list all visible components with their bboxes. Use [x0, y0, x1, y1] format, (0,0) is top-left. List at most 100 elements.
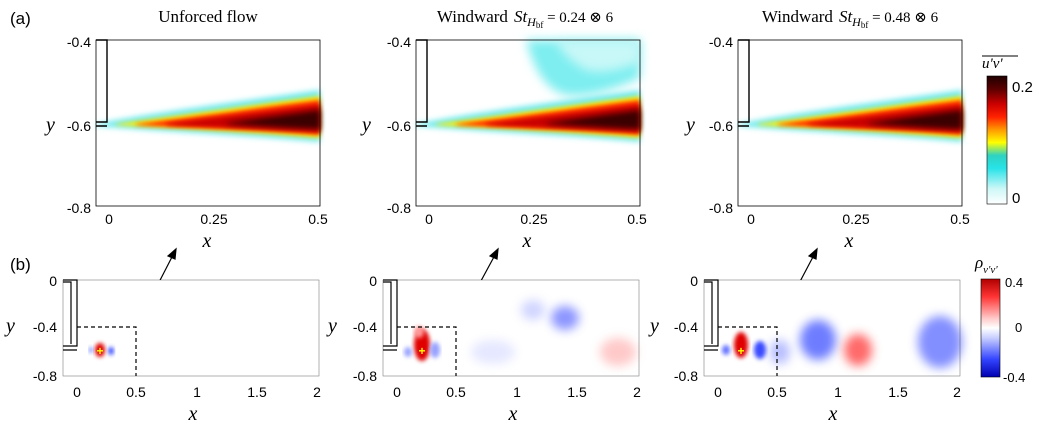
- ytick: -0.8: [674, 368, 698, 384]
- ylabel: y: [684, 114, 695, 136]
- xtick: 0.25: [520, 211, 547, 227]
- panel-b1: +: [62, 279, 320, 377]
- ytick: -0.8: [387, 200, 411, 216]
- correlation-blob-positive: [844, 334, 872, 366]
- correlation-blob-positive: [600, 338, 636, 366]
- xtick: 0.5: [950, 211, 970, 227]
- colorbar-b-tick: -0.4: [1003, 370, 1025, 385]
- plot-area: [63, 280, 319, 376]
- xtick: 2: [313, 384, 321, 400]
- xtick: 1: [513, 384, 521, 400]
- ytick: -0.8: [709, 200, 733, 216]
- xlabel: x: [828, 403, 838, 425]
- ytick: -0.4: [674, 319, 698, 335]
- ytick: -0.6: [67, 118, 91, 134]
- xlabel: x: [844, 230, 854, 252]
- correlation-blob-negative: [800, 320, 836, 360]
- xtick: 2: [953, 384, 961, 400]
- plot-area: [383, 280, 639, 376]
- correlation-blob-negative: [918, 316, 962, 368]
- xtick: 0.25: [842, 211, 869, 227]
- panel-1-title: Unforced flow: [158, 7, 258, 26]
- correlation-blob-negative: [722, 345, 730, 355]
- xtick: 0.5: [767, 384, 787, 400]
- xtick: 0: [393, 384, 401, 400]
- xtick: 0: [714, 384, 722, 400]
- ylabel: y: [326, 315, 337, 337]
- reference-point-marker: +: [418, 344, 425, 358]
- xlabel: x: [522, 230, 532, 252]
- colorbar-a: u'v' 0.2 0: [982, 55, 1033, 207]
- correlation-blob-positive: [95, 343, 105, 357]
- ylabel: y: [44, 114, 55, 136]
- ytick: -0.4: [67, 34, 91, 50]
- correlation-blob-negative: [108, 347, 114, 355]
- ytick: 0: [49, 273, 57, 289]
- xtick: 2: [633, 384, 641, 400]
- ytick: -0.6: [387, 118, 411, 134]
- ytick: -0.4: [709, 34, 733, 50]
- xtick: 1.5: [247, 384, 267, 400]
- ylabel: y: [4, 315, 15, 337]
- plot-frame: [62, 279, 320, 377]
- panel-a3: [737, 39, 963, 207]
- upper-cyan-region: [526, 40, 640, 96]
- ytick: -0.4: [353, 319, 377, 335]
- ytick: 0: [690, 273, 698, 289]
- colorbar-b-label: ρv'v': [974, 253, 998, 276]
- correlation-blob-negative: [404, 347, 412, 357]
- xlabel: x: [508, 403, 518, 425]
- xtick: 0.5: [126, 384, 146, 400]
- row-b-label: (b): [10, 255, 31, 274]
- panel-b2: +: [382, 279, 640, 377]
- zoom-window: [397, 326, 457, 376]
- zoom-window: [77, 326, 137, 376]
- colorbar-b: ρv'v' 0.4 0 -0.4: [974, 253, 1025, 385]
- xtick: 0: [747, 211, 755, 227]
- correlation-blob-negative: [754, 341, 766, 359]
- panel-2-title: Windward StHbf = 0.24 ⊗ 6: [437, 7, 614, 30]
- ytick: -0.4: [387, 34, 411, 50]
- ytick: -0.8: [67, 200, 91, 216]
- correlation-blob-negative: [471, 340, 515, 364]
- xlabel: x: [202, 230, 212, 252]
- colorbar-b-bar: [980, 278, 1001, 378]
- xtick: 1: [193, 384, 201, 400]
- xtick: 0.25: [200, 211, 227, 227]
- plot-frame: [415, 39, 641, 207]
- xtick: 1.5: [567, 384, 587, 400]
- plot-frame: [737, 39, 963, 207]
- correlation-blob-negative: [770, 340, 790, 364]
- ylabel: y: [360, 114, 371, 136]
- correlation-blob-negative: [521, 300, 545, 320]
- plot-frame: [382, 279, 640, 377]
- colorbar-b-tick: 0.4: [1005, 275, 1023, 290]
- ytick: -0.6: [709, 118, 733, 134]
- correlation-blob-positive: [414, 326, 424, 338]
- xtick: 0: [425, 211, 433, 227]
- xtick: 0: [73, 384, 81, 400]
- zoom-window: [718, 326, 778, 376]
- plot-frame: [703, 279, 961, 377]
- ylabel: y: [648, 315, 659, 337]
- reference-point-marker: +: [96, 344, 103, 358]
- correlation-blob-positive: [734, 332, 748, 358]
- xtick: 0.5: [446, 384, 466, 400]
- panel-3-title: Windward StHbf = 0.48 ⊗ 6: [762, 7, 939, 30]
- ytick: -0.4: [33, 319, 57, 335]
- correlation-blob-negative: [551, 306, 579, 330]
- xlabel: x: [188, 403, 198, 425]
- xtick: 0.5: [308, 211, 328, 227]
- ytick: -0.8: [353, 368, 377, 384]
- reference-point-marker: +: [737, 344, 744, 358]
- xtick: 0: [105, 211, 113, 227]
- panel-a1: [95, 39, 321, 207]
- correlation-blob-negative: [89, 347, 93, 353]
- colorbar-a-bar: [986, 75, 1008, 205]
- correlation-blob-negative: [430, 342, 440, 358]
- plot-frame: [95, 39, 321, 207]
- ytick: -0.8: [33, 368, 57, 384]
- row-a-label: (a): [10, 9, 31, 28]
- xtick: 1: [834, 384, 842, 400]
